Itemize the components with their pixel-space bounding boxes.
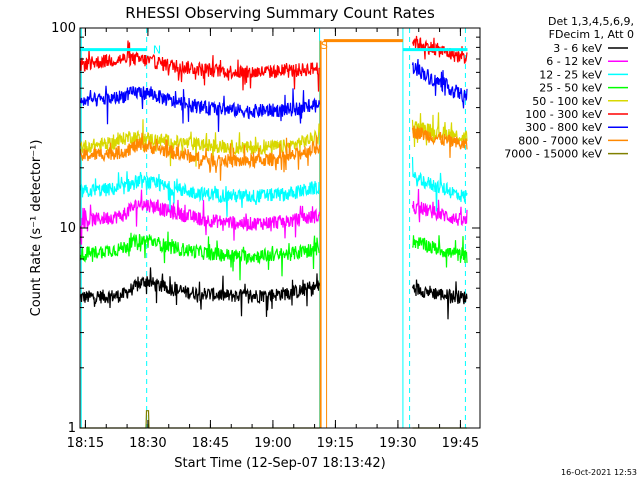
x-tick-label-1815: 18:15 <box>67 436 104 451</box>
legend-header-line-2: FDecim 1, Att 0 <box>549 28 634 41</box>
y-tick-label-10: 10 <box>59 221 76 236</box>
series-trace-50-100--0 <box>79 119 321 167</box>
y-axis-label: Count Rate (s⁻¹ detector⁻¹) <box>29 140 44 317</box>
annotation-s: S <box>321 39 328 52</box>
legend-label-1: 6 - 12 keV <box>546 55 602 68</box>
legend-label-0: 3 - 6 keV <box>553 42 602 55</box>
series-trace-300-800--1 <box>411 58 468 109</box>
series-trace-12-25--0 <box>79 171 321 217</box>
x-tick-label-1845: 18:45 <box>192 436 229 451</box>
chart-title: RHESSI Observing Summary Count Rates <box>125 4 435 22</box>
series-trace-25-50--0 <box>79 231 320 281</box>
legend-label-4: 50 - 100 keV <box>532 95 602 108</box>
footer-timestamp: 16-Oct-2021 12:53 <box>561 468 637 477</box>
x-axis-label: Start Time (12-Sep-07 18:13:42) <box>174 456 385 471</box>
x-tick-label-1930: 19:30 <box>379 436 416 451</box>
series-trace-100-300--0 <box>79 40 321 92</box>
series-trace-6-12--0 <box>79 189 321 245</box>
series-trace-3-6--1 <box>411 279 468 320</box>
legend-label-5: 100 - 300 keV <box>525 108 602 121</box>
x-tick-label-1900: 19:00 <box>254 436 291 451</box>
x-tick-label-1915: 19:15 <box>317 436 354 451</box>
series-trace-25-50--1 <box>411 235 468 268</box>
series-trace-6-12--1 <box>411 188 468 227</box>
legend-label-3: 25 - 50 keV <box>539 82 602 95</box>
legend-label-6: 300 - 800 keV <box>525 121 602 134</box>
series-trace-800-7000--1 <box>411 125 468 158</box>
annotation-n: N <box>153 44 161 57</box>
x-tick-label-1830: 18:30 <box>129 436 166 451</box>
series-trace-7000-15000--0 <box>80 410 320 429</box>
series-trace-3-6--0 <box>79 267 321 317</box>
legend-label-7: 800 - 7000 keV <box>518 134 602 147</box>
series-trace-800-7000--0 <box>79 132 321 181</box>
y-tick-label-100: 100 <box>51 21 76 36</box>
legend-header-line-1: Det 1,3,4,5,6,9, <box>548 15 634 28</box>
series-trace-12-25--1 <box>411 156 468 212</box>
series-trace-300-800--0 <box>80 85 321 132</box>
legend-label-2: 12 - 25 keV <box>539 68 602 81</box>
y-tick-label-1: 1 <box>68 421 76 436</box>
x-tick-label-1945: 19:45 <box>442 436 479 451</box>
plot-area: N S 1 10 100 18:15 18:30 18:45 19:00 19:15 19:30 19… <box>51 21 628 451</box>
legend-label-8: 7000 - 15000 keV <box>504 148 602 161</box>
